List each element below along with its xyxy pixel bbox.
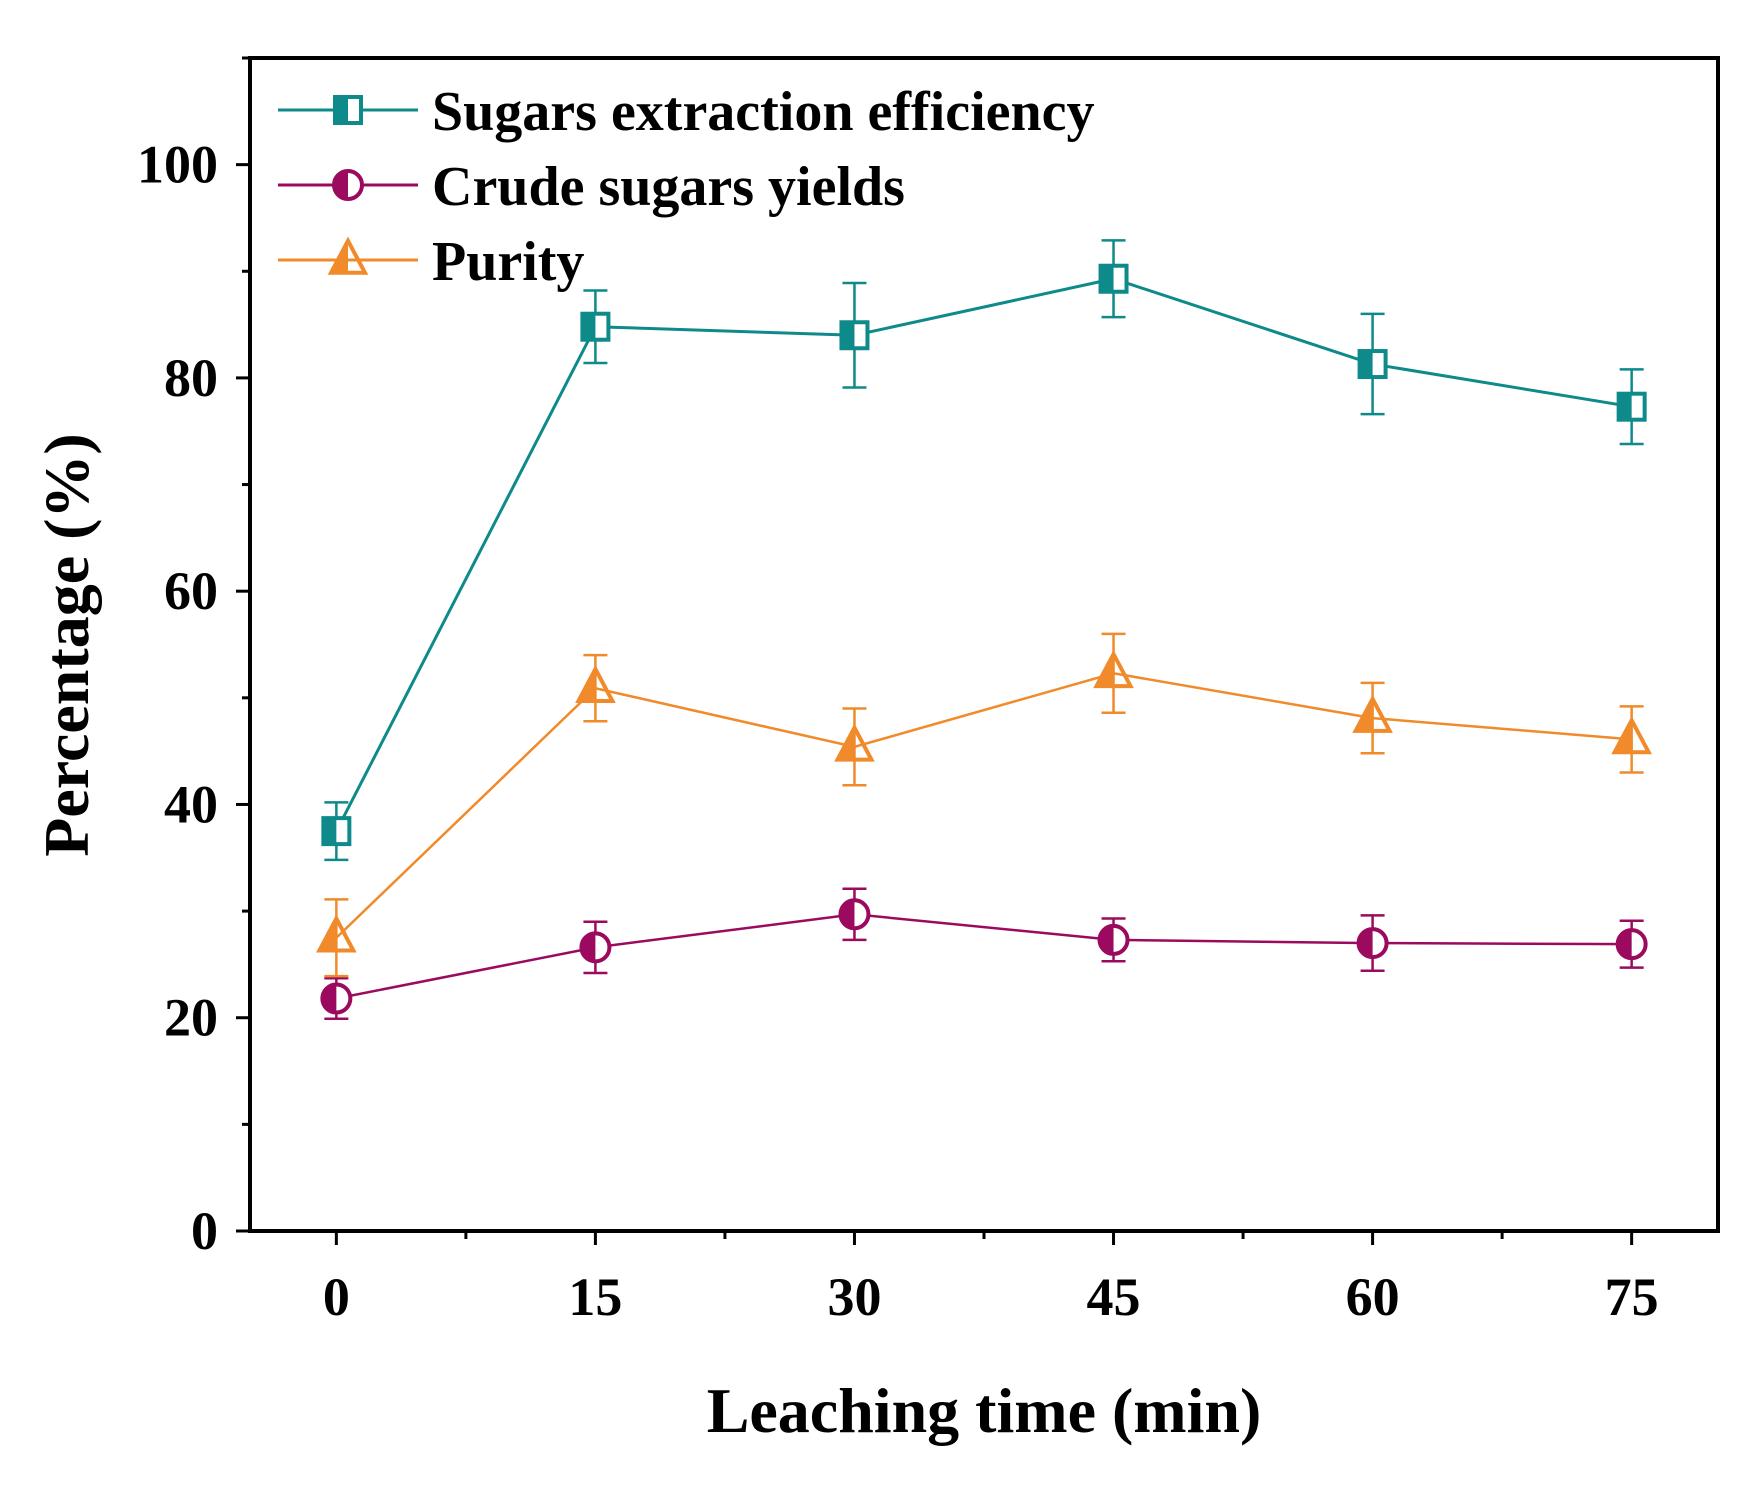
data-point — [839, 320, 870, 351]
x-tick-label-30: 30 — [827, 1267, 881, 1327]
data-point — [1093, 649, 1134, 689]
data-point — [1357, 349, 1388, 380]
legend-label: Crude sugars yields — [432, 156, 905, 218]
data-point — [580, 311, 611, 342]
x-axis-label: Leaching time (min) — [707, 1375, 1262, 1446]
marker-body — [327, 236, 369, 275]
x-axis: 0 15 30 45 60 75 — [323, 1231, 1659, 1327]
data-point — [1098, 263, 1129, 294]
data-point — [838, 898, 871, 931]
series-2 — [316, 632, 1652, 978]
marker-fill — [1100, 265, 1114, 292]
marker-fill — [335, 97, 348, 123]
marker-body — [1611, 715, 1652, 755]
data-point — [321, 816, 352, 847]
legend-entry-1: Crude sugars yields — [278, 156, 905, 218]
series-line — [335, 672, 1632, 939]
data-point — [316, 914, 357, 953]
data-point — [1611, 715, 1652, 755]
y-tick-label-60: 60 — [164, 561, 218, 621]
series-line — [335, 277, 1632, 832]
marker-fill — [334, 171, 348, 199]
data-point — [579, 931, 612, 964]
legend-entry-2: Purity — [278, 231, 584, 293]
legend-marker — [332, 169, 364, 201]
marker-fill — [1358, 929, 1373, 958]
marker-fill — [1617, 930, 1632, 959]
data-point — [1352, 694, 1393, 733]
y-tick-label-20: 20 — [164, 988, 218, 1048]
data-point — [1356, 927, 1389, 960]
marker-body — [834, 723, 875, 762]
x-tick-label-0: 0 — [323, 1267, 350, 1327]
marker-fill — [1359, 351, 1373, 378]
legend-label: Sugars extraction efficiency — [432, 81, 1094, 143]
data-point — [1097, 923, 1130, 956]
data-point — [1615, 928, 1648, 961]
marker-body — [575, 664, 616, 704]
x-tick-label-45: 45 — [1087, 1267, 1141, 1327]
marker-body — [316, 914, 357, 953]
series-layer — [316, 239, 1652, 1021]
y-tick-label-80: 80 — [164, 348, 218, 408]
marker-fill — [1618, 393, 1632, 420]
marker-body — [1352, 694, 1393, 733]
series-line — [336, 913, 1632, 1000]
marker-fill — [1099, 925, 1114, 954]
data-point — [834, 723, 875, 762]
y-axis: 0 20 40 60 80 100 — [137, 56, 250, 1261]
series-0 — [321, 239, 1647, 862]
x-tick-label-60: 60 — [1346, 1267, 1400, 1327]
data-point — [1616, 391, 1647, 422]
legend-entry-0: Sugars extraction efficiency — [278, 81, 1094, 143]
marker-fill — [322, 984, 337, 1013]
legend-marker — [327, 236, 369, 275]
y-tick-label-40: 40 — [164, 774, 218, 834]
x-tick-label-15: 15 — [568, 1267, 622, 1327]
y-tick-label-0: 0 — [191, 1201, 218, 1261]
data-point — [575, 664, 616, 704]
marker-fill — [840, 900, 855, 929]
marker-fill — [323, 818, 337, 845]
legend: Sugars extraction efficiency Crude sugars… — [278, 81, 1094, 293]
marker-fill — [581, 933, 596, 962]
y-axis-label: Percentage (%) — [31, 433, 102, 857]
y-tick-label-100: 100 — [137, 135, 218, 195]
series-1 — [320, 887, 1648, 1021]
marker-fill — [841, 322, 855, 349]
legend-label: Purity — [432, 231, 584, 293]
marker-fill — [582, 313, 596, 340]
x-tick-label-75: 75 — [1605, 1267, 1659, 1327]
data-point — [320, 982, 353, 1015]
legend-marker — [333, 95, 363, 125]
marker-body — [1093, 649, 1134, 689]
